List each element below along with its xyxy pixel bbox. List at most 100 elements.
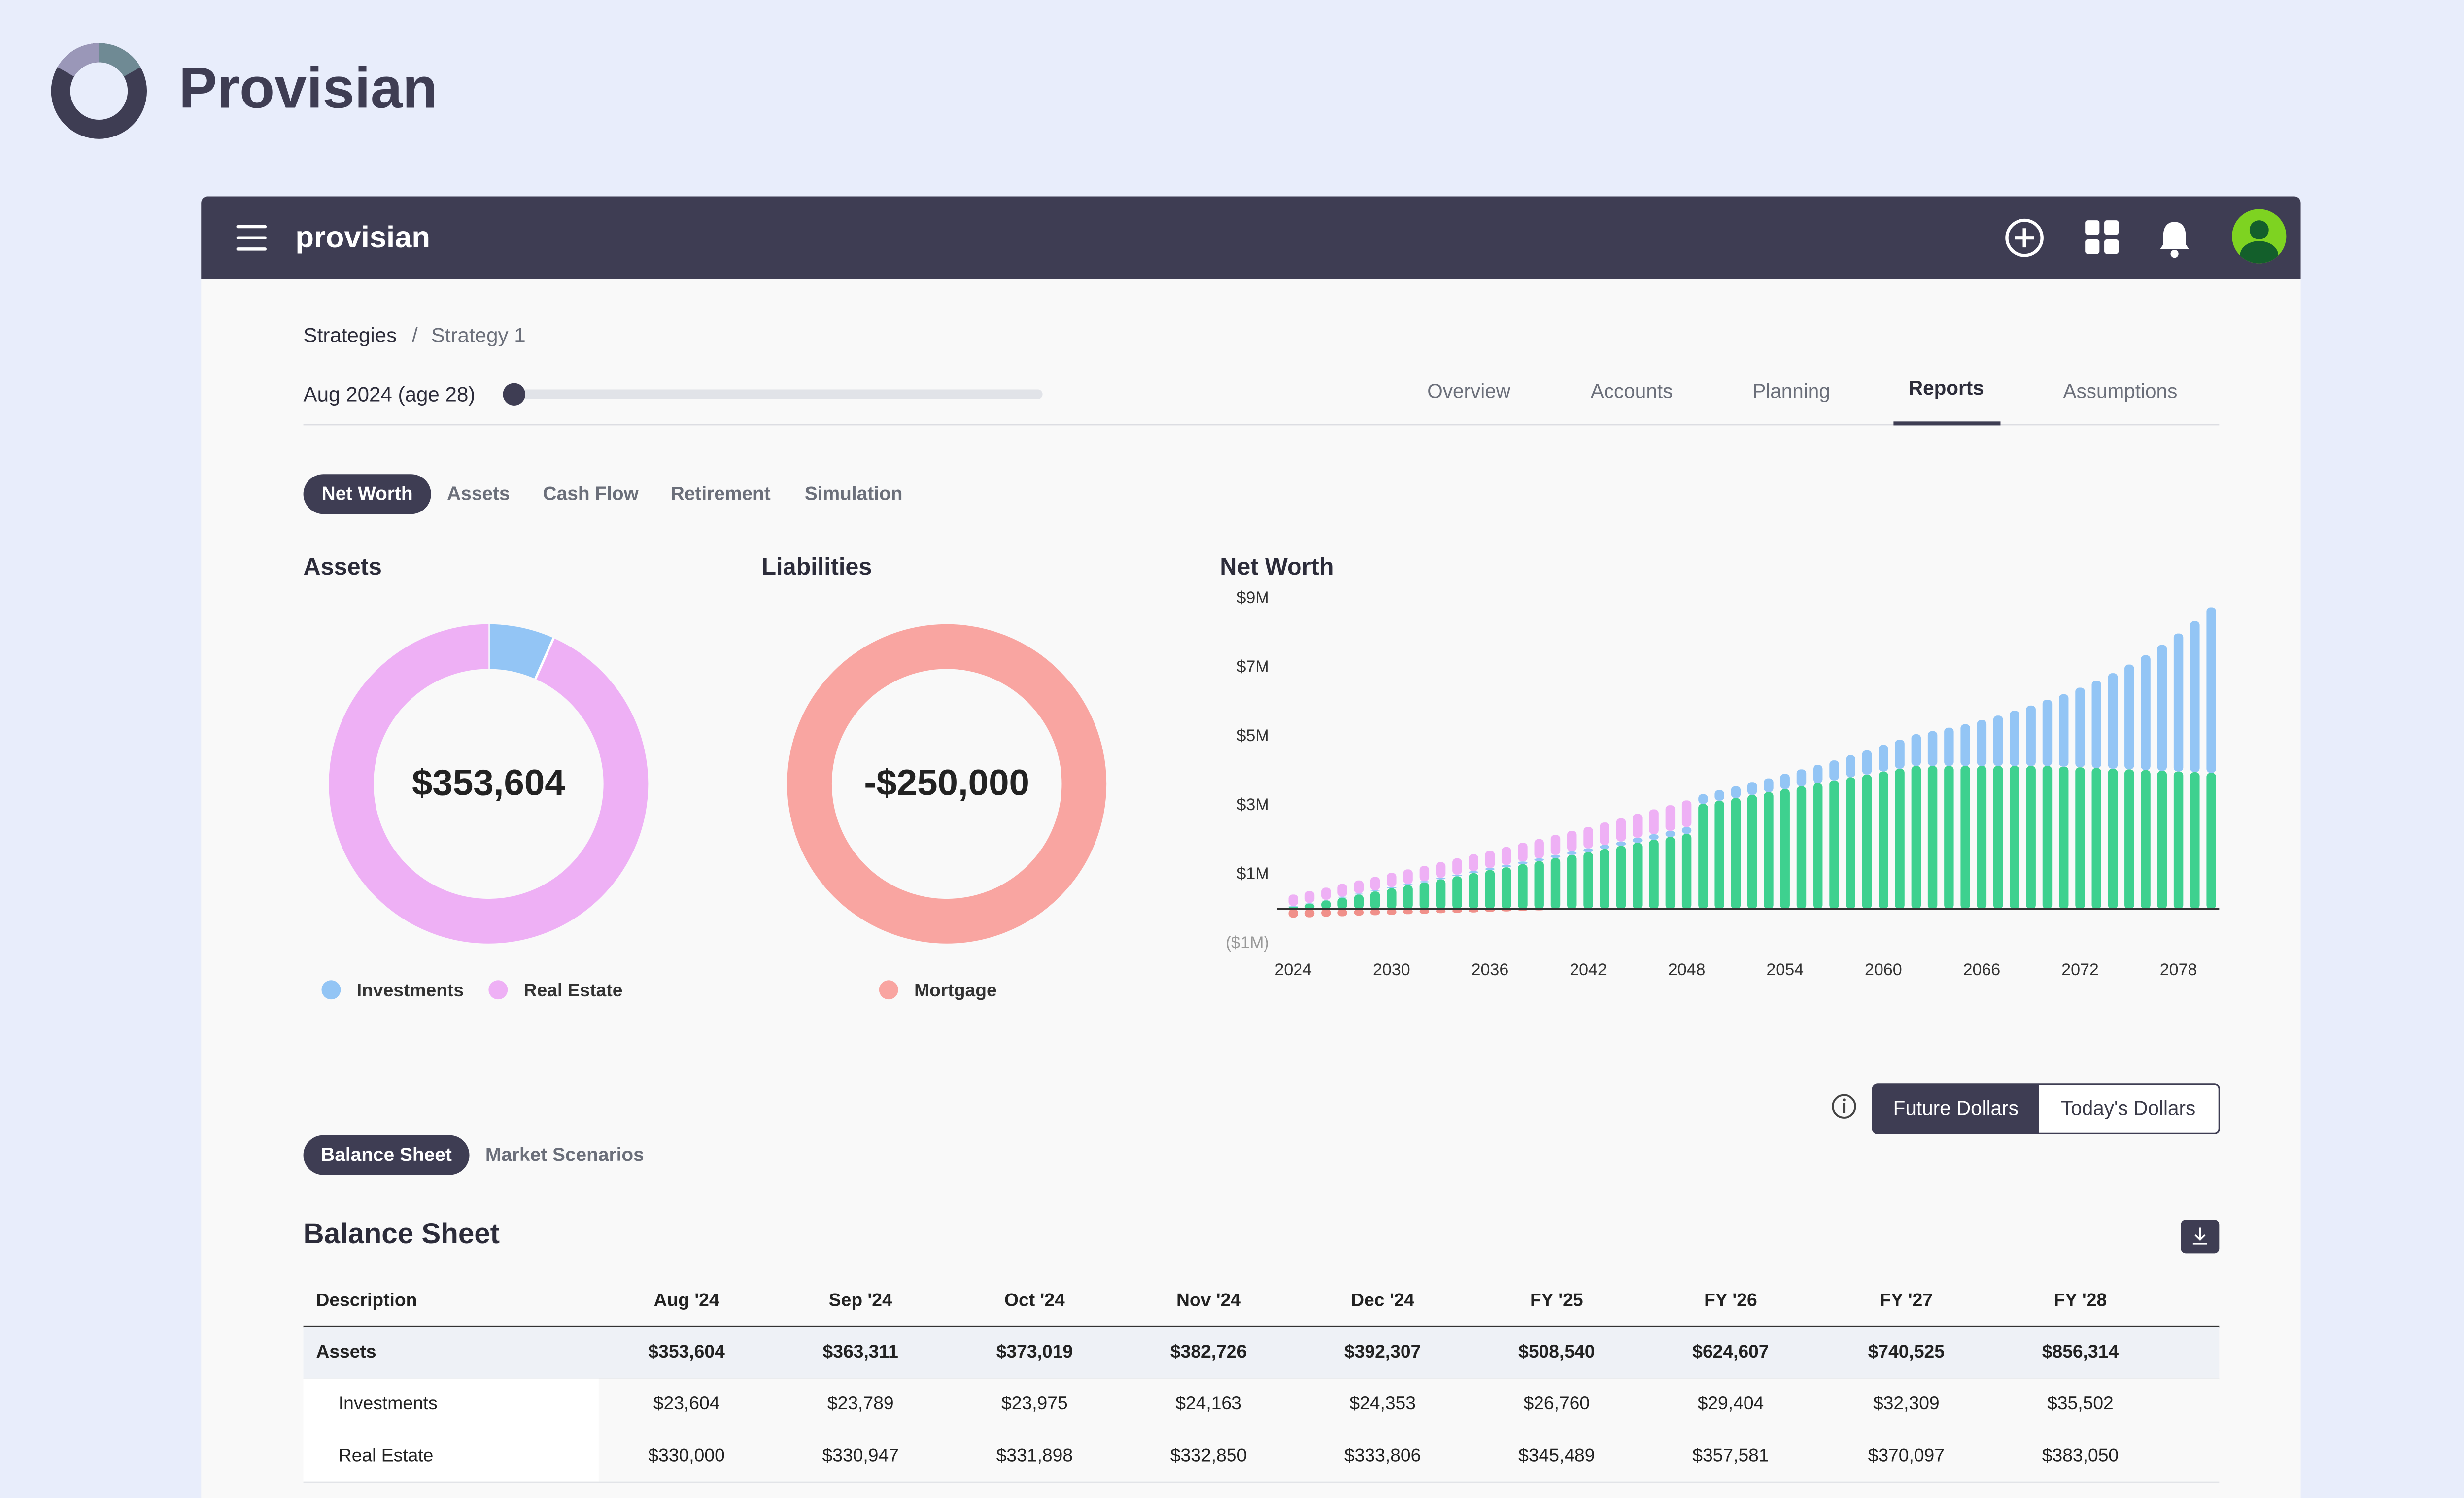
x-tick-label: 2042	[1570, 960, 1607, 979]
section-tab-active[interactable]: Balance Sheet	[321, 1144, 452, 1165]
table-cell: $24,353	[1349, 1393, 1416, 1413]
bar-segment	[1403, 909, 1413, 915]
toggle-option[interactable]: Today's Dollars	[2061, 1096, 2195, 1119]
breadcrumb-link[interactable]: Strategies	[304, 324, 397, 347]
subtab[interactable]: Assets	[447, 483, 510, 505]
toggle-option-active[interactable]: Future Dollars	[1893, 1096, 2019, 1119]
bar-segment	[1600, 845, 1610, 850]
bar-segment	[1993, 766, 2003, 909]
bar-segment	[2075, 687, 2085, 768]
bar-segment	[1419, 881, 1430, 883]
table-cell: $330,947	[822, 1444, 899, 1465]
bar-segment	[1436, 909, 1446, 914]
bar-segment	[1731, 786, 1741, 798]
table-cell: $370,097	[1868, 1444, 1945, 1465]
column-header: Oct '24	[1004, 1289, 1065, 1310]
brand-name: Provisian	[179, 56, 438, 120]
bar-segment	[2026, 705, 2036, 766]
bar-segment	[1288, 909, 1298, 918]
add-button[interactable]	[2005, 218, 2044, 257]
bar-segment	[1387, 873, 1397, 887]
donut-slice	[787, 624, 1107, 944]
x-tick-label: 2060	[1865, 960, 1902, 979]
bar-segment	[1567, 830, 1577, 851]
timeline-handle[interactable]	[503, 383, 525, 406]
bar-segment	[1321, 887, 1331, 900]
bar-segment	[1419, 866, 1430, 882]
subtab-active-pill[interactable]	[303, 474, 431, 514]
info-icon[interactable]	[1832, 1094, 1856, 1119]
table-cell: $624,607	[1692, 1341, 1769, 1362]
bar-segment	[1485, 851, 1495, 868]
chart-title: Liabilities	[761, 553, 872, 580]
bar-segment	[1485, 868, 1495, 870]
description-cell	[303, 1430, 599, 1483]
donut-center-label: -$250,000	[864, 762, 1029, 803]
bar-segment	[1977, 720, 1987, 766]
bar-segment	[1550, 835, 1561, 855]
bar-segment	[1879, 745, 1888, 772]
breadcrumb-current: Strategy 1	[431, 324, 526, 347]
toggle-active[interactable]	[1873, 1084, 2039, 1134]
bar-segment	[2026, 766, 2036, 909]
tab-active[interactable]: Reports	[1909, 376, 1984, 399]
tab[interactable]: Assumptions	[2063, 380, 2178, 403]
bar-segment	[1337, 909, 1347, 917]
bar-segment	[2075, 767, 2085, 909]
bar-segment	[1387, 909, 1397, 915]
tab[interactable]: Planning	[1752, 380, 1830, 403]
subtab-active[interactable]: Net Worth	[322, 483, 413, 505]
bar-segment	[1501, 865, 1511, 868]
download-button[interactable]	[2181, 1220, 2220, 1254]
bar-segment	[1370, 877, 1380, 891]
bar-segment	[1452, 874, 1462, 877]
bar-segment	[1403, 869, 1413, 884]
subtab[interactable]: Simulation	[805, 483, 903, 505]
bar-segment	[1370, 891, 1380, 909]
bar-segment	[1337, 884, 1347, 897]
brand-logo	[51, 43, 147, 139]
column-header: FY '27	[1880, 1289, 1933, 1310]
bar-segment	[1419, 882, 1430, 909]
bar-segment	[1354, 894, 1364, 909]
bar-segment	[1600, 822, 1610, 845]
bar-segment	[1452, 876, 1462, 909]
bar-segment	[2141, 655, 2151, 770]
bar-segment	[2206, 773, 2216, 909]
bar-segment	[1813, 783, 1823, 909]
bar-segment	[1304, 909, 1315, 918]
table-cell: $23,789	[827, 1393, 894, 1413]
menu-button[interactable]	[236, 225, 267, 251]
nav-logo[interactable]: provisian	[295, 220, 430, 254]
bar-segment	[1796, 786, 1807, 909]
bar-segment	[1698, 794, 1708, 804]
apps-button[interactable]	[2085, 220, 2119, 254]
column-header: Dec '24	[1351, 1289, 1414, 1310]
bar-segment	[2042, 766, 2053, 909]
table-cell: $23,975	[1001, 1393, 1068, 1413]
bar-segment	[1846, 777, 1855, 909]
subtab[interactable]: Retirement	[671, 483, 771, 505]
subtab[interactable]: Cash Flow	[543, 483, 639, 505]
bar-segment	[1354, 880, 1364, 894]
bar-segment	[1370, 909, 1380, 916]
breadcrumb-separator: /	[412, 324, 418, 347]
column-header: Sep '24	[829, 1289, 892, 1310]
y-tick-label: $7M	[1236, 657, 1269, 676]
tab[interactable]: Accounts	[1591, 380, 1673, 403]
bar-segment	[1583, 827, 1593, 849]
bar-segment	[1633, 837, 1643, 843]
notifications-button[interactable]	[2160, 222, 2189, 258]
bar-segment	[1304, 891, 1315, 903]
timeline-track[interactable]	[514, 389, 1043, 399]
section-tab-active-pill[interactable]	[303, 1135, 470, 1175]
bar-segment	[1583, 848, 1593, 852]
x-tick-label: 2054	[1766, 960, 1804, 979]
avatar-button[interactable]	[2232, 209, 2287, 264]
bar-segment	[1714, 801, 1724, 909]
section-tab[interactable]: Market Scenarios	[485, 1144, 644, 1165]
tab[interactable]: Overview	[1427, 380, 1510, 403]
bar-segment	[1927, 731, 1938, 766]
bar-segment	[1436, 878, 1446, 880]
table-cell: $24,163	[1175, 1393, 1242, 1413]
